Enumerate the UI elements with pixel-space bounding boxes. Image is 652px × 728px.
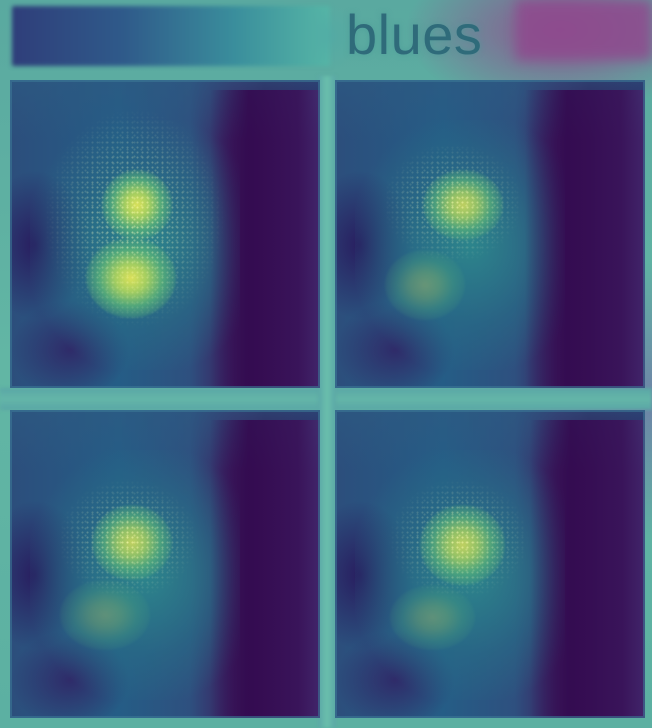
colorbar-glow <box>300 2 360 70</box>
heatmap-panel-bottom-left <box>10 410 320 718</box>
speckle-texture <box>10 80 320 388</box>
heatmap-panel-top-right <box>335 80 645 388</box>
vertical-divider <box>318 76 336 728</box>
panel-frame <box>335 410 645 718</box>
colorbar <box>12 6 330 66</box>
header-bar: blues <box>0 0 652 76</box>
magenta-swatch <box>516 0 652 60</box>
panel-frame <box>10 410 320 718</box>
colormap-label: blues <box>346 3 483 66</box>
speckle-texture <box>335 410 645 718</box>
speckle-texture <box>335 80 645 388</box>
heatmap-panel-top-left <box>10 80 320 388</box>
panel-frame <box>10 80 320 388</box>
panel-frame <box>335 80 645 388</box>
heatmap-panel-bottom-right <box>335 410 645 718</box>
speckle-texture <box>10 410 320 718</box>
